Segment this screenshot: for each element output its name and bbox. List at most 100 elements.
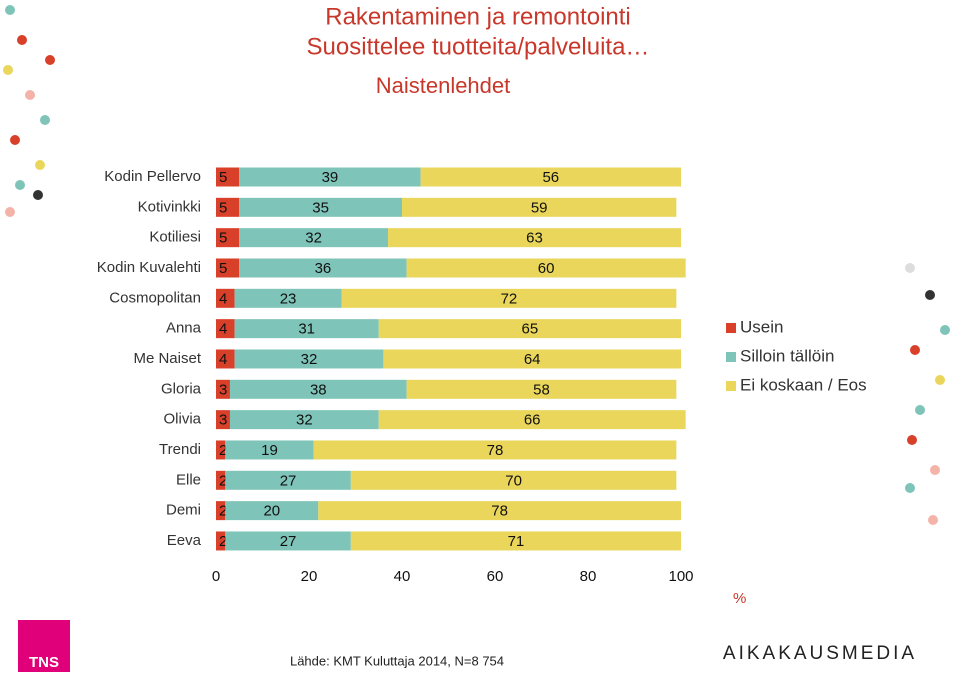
x-tick-label: 40 [394,568,411,585]
data-label: 32 [301,351,318,368]
bar-segment [234,288,342,308]
source: Lähde: KMT Kuluttaja 2014, N=8 754 [290,653,504,668]
bar-segment [239,228,389,248]
data-label: 32 [305,230,322,247]
category-label: Kodin Pellervo [104,168,201,185]
data-label: 27 [280,472,297,489]
chart-subtitle: Suosittelee tuotteita/palveluita… [307,33,650,60]
bar-segment [225,501,319,521]
data-label: 32 [296,412,313,429]
data-label: 2 [219,442,227,459]
data-label: 2 [219,503,227,520]
data-label: 72 [501,290,518,307]
data-label: 2 [219,472,227,489]
legend-swatch [726,323,736,333]
data-label: 58 [533,381,550,398]
chart-subtitle: Naistenlehdet [376,73,511,98]
x-tick-label: 80 [580,568,597,585]
bar-segment [350,470,677,490]
bar-segment [402,197,677,217]
data-label: 23 [280,290,297,307]
category-label: Trendi [159,441,201,458]
bar-segment [378,410,686,430]
x-tick-label: 60 [487,568,504,585]
data-label: 36 [315,260,332,277]
confetti [3,5,950,525]
legend-swatch [726,381,736,391]
bar-segment [234,349,384,369]
bar-segment [225,531,351,551]
bar-segment [216,531,226,551]
logo-box [18,620,70,672]
bar-segment [229,379,407,399]
bar-segment [239,197,402,217]
bar-segment [225,440,314,460]
data-label: 4 [219,321,227,338]
category-label: Demi [166,502,201,519]
legend-label: Usein [740,317,783,336]
data-label: 3 [219,412,227,429]
bar-segment [406,258,686,278]
data-label: 66 [524,412,541,429]
bar-segment [229,410,379,430]
category-label: Me Naiset [133,350,201,367]
bar-segment [216,319,235,339]
data-label: 59 [531,199,548,216]
data-label: 5 [219,169,227,186]
legend-swatch [726,352,736,362]
data-label: 5 [219,230,227,247]
bar-segment [318,501,681,521]
category-label: Kotiliesi [149,229,201,246]
data-label: 19 [261,442,278,459]
bar-segment [341,288,677,308]
data-label: 78 [487,442,504,459]
bar-segment [216,258,240,278]
data-label: 63 [526,230,543,247]
bar-segment [216,288,235,308]
bar-segment [216,410,230,430]
data-label: 31 [298,321,315,338]
x-tick-label: 20 [301,568,318,585]
chart-title: Rakentaminen ja remontointi [325,3,631,30]
data-label: 3 [219,381,227,398]
data-label: 60 [538,260,555,277]
bar-segment [420,167,681,187]
logo: TNS [29,654,59,671]
data-label: 2 [219,533,227,550]
bar-segment [350,531,681,551]
bar-segment [239,167,421,187]
category-label: Olivia [163,411,201,428]
bar-segment [313,440,677,460]
bar-segment [216,379,230,399]
data-label: 4 [219,351,227,368]
data-label: 5 [219,260,227,277]
data-label: 38 [310,381,327,398]
legend-label: Ei koskaan / Eos [740,375,867,394]
data-label: 65 [522,321,539,338]
legend-label: Silloin tällöin [740,346,835,365]
bar-segment [388,228,681,248]
data-label: 20 [263,503,280,520]
category-label: Kodin Kuvalehti [97,259,201,276]
bar-segment [234,319,379,339]
category-label: Kotivinkki [138,198,201,215]
bar-segment [383,349,681,369]
bar-segment [378,319,681,339]
bar-segment [216,470,226,490]
data-label: 71 [508,533,525,550]
bar-segment [216,167,240,187]
bar-segment [225,470,351,490]
data-label: 56 [542,169,559,186]
bar-segment [216,197,240,217]
bar-segment [216,501,226,521]
bar-segment [216,228,240,248]
bar-segment [216,349,235,369]
data-label: 35 [312,199,329,216]
bar-segment [239,258,407,278]
x-tick-label: 0 [212,568,220,585]
category-label: Cosmopolitan [109,289,201,306]
x-tick-label: 100 [668,568,693,585]
axis-unit: % [733,590,746,607]
